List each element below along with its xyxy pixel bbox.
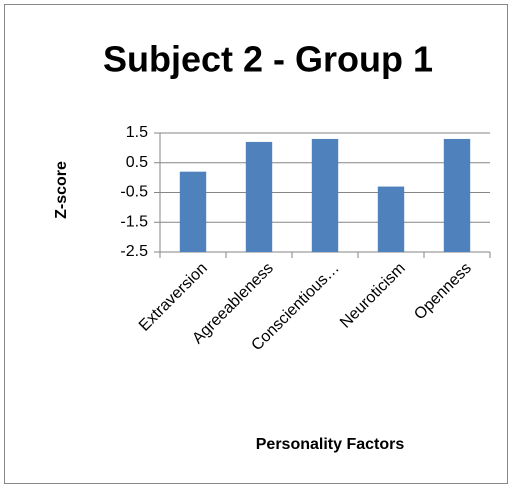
y-tick-label: -1.5: [120, 213, 148, 230]
bar: [179, 171, 207, 252]
y-axis-title: Z-score: [53, 161, 70, 219]
x-axis-title: Personality Factors: [256, 436, 405, 453]
bar: [443, 138, 471, 252]
chart-title: Subject 2 - Group 1: [103, 39, 433, 80]
y-tick-label: -2.5: [120, 243, 148, 260]
y-tick-label: 1.5: [126, 124, 148, 141]
bar: [245, 141, 273, 252]
y-tick-label: 0.5: [126, 154, 148, 171]
y-tick-label: -0.5: [120, 184, 148, 201]
bar: [377, 186, 405, 252]
bar: [311, 138, 339, 252]
